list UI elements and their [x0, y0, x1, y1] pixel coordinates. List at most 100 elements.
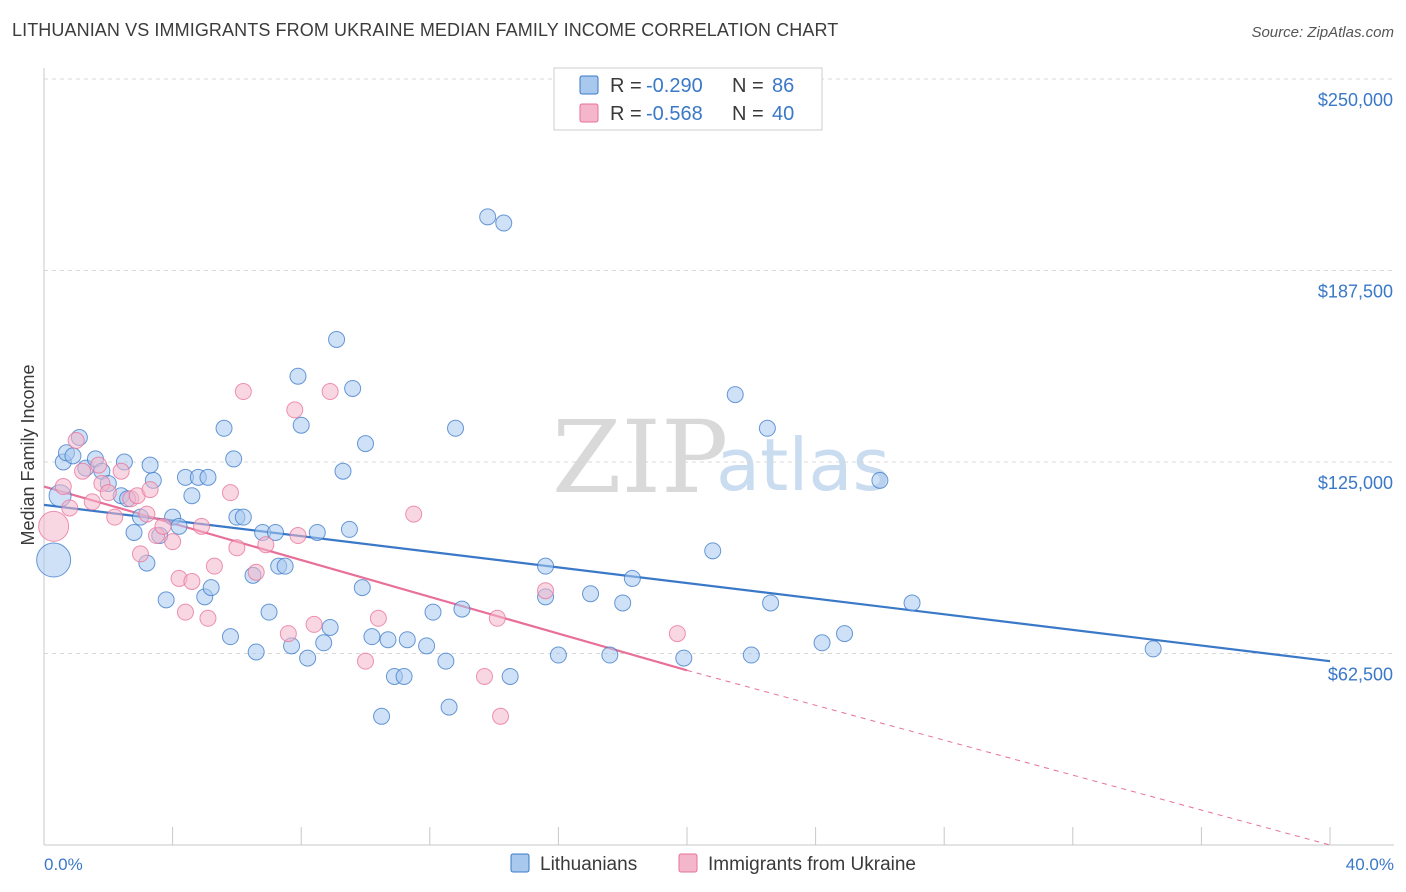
- ukraine-point: [74, 462, 92, 480]
- lithuanian-point: [215, 419, 233, 437]
- lithuanian-point: [704, 542, 722, 560]
- lithuanian-point: [340, 520, 358, 538]
- lithuanian-point: [453, 600, 471, 618]
- trend-line-ukraine-extension: [686, 669, 1331, 846]
- lithuanian-point: [299, 649, 317, 667]
- ukraine-point: [305, 615, 323, 633]
- ukraine-point: [286, 401, 304, 419]
- lithuanian-point: [170, 517, 188, 535]
- legend-r-value-lithuanians: -0.290: [646, 75, 703, 97]
- ukraine-point: [164, 533, 182, 551]
- x-tick-label-min: 0.0%: [44, 855, 83, 874]
- stats-legend: R = -0.290 N = 86 R = -0.568 N = 40: [553, 67, 823, 131]
- ukraine-point: [668, 625, 686, 643]
- legend-n-value-lithuanians: 86: [772, 75, 794, 97]
- lithuanian-point: [308, 523, 326, 541]
- lithuanian-point: [328, 330, 346, 348]
- legend-r-label: R =: [610, 103, 642, 125]
- lithuanian-point: [537, 557, 555, 575]
- lithuanian-point: [266, 523, 284, 541]
- lithuanian-point: [582, 585, 600, 603]
- y-tick-labels: $62,500 $125,000 $187,500 $250,000: [1318, 90, 1393, 685]
- ukraine-point: [176, 603, 194, 621]
- lithuanian-point: [813, 634, 831, 652]
- bottom-legend-swatch-ukraine: [678, 853, 698, 873]
- ukraine-point: [205, 557, 223, 575]
- ukraine-point: [321, 383, 339, 401]
- data-points: [36, 208, 1162, 725]
- lithuanian-point: [260, 603, 278, 621]
- lithuanian-point: [836, 625, 854, 643]
- lithuanian-point: [292, 416, 310, 434]
- watermark-atlas: atlas: [716, 423, 890, 507]
- lithuanian-point: [440, 698, 458, 716]
- lithuanian-point: [495, 214, 513, 232]
- y-tick-label: $125,000: [1318, 473, 1393, 493]
- watermark-zip: ZIP: [552, 399, 728, 516]
- ukraine-point: [228, 539, 246, 557]
- lithuanian-point: [418, 637, 436, 655]
- lithuanian-point: [363, 628, 381, 646]
- legend-n-label: N =: [732, 103, 764, 125]
- lithuanian-point: [726, 386, 744, 404]
- gridlines: [44, 78, 1394, 654]
- lithuanian-point: [221, 628, 239, 646]
- ukraine-point: [106, 508, 124, 526]
- ukraine-point: [257, 536, 275, 554]
- lithuanian-point: [742, 646, 760, 664]
- ukraine-point: [141, 481, 159, 499]
- legend-r-label: R =: [610, 75, 642, 97]
- lithuanian-point: [675, 649, 693, 667]
- lithuanian-point: [344, 379, 362, 397]
- ukraine-point: [289, 527, 307, 545]
- bottom-legend-ukraine: Immigrants from Ukraine: [708, 854, 916, 875]
- y-axis-label: Median Family Income: [18, 364, 38, 545]
- chart-title: LITHUANIAN VS IMMIGRANTS FROM UKRAINE ME…: [12, 20, 839, 40]
- lithuanian-point: [601, 646, 619, 664]
- ukraine-point: [154, 517, 172, 535]
- lithuanian-point: [199, 468, 217, 486]
- lithuanian-point: [871, 471, 889, 489]
- ukraine-point: [112, 462, 130, 480]
- ukraine-point: [488, 609, 506, 627]
- ukraine-point: [131, 545, 149, 563]
- lithuanian-point: [623, 569, 641, 587]
- lithuanian-point: [321, 618, 339, 636]
- lithuanian-point: [125, 523, 143, 541]
- ukraine-point: [193, 517, 211, 535]
- y-tick-label: $250,000: [1318, 90, 1393, 110]
- y-tick-label: $62,500: [1328, 665, 1393, 685]
- ukraine-point: [369, 609, 387, 627]
- ukraine-point: [279, 625, 297, 643]
- lithuanian-point: [315, 634, 333, 652]
- ukraine-point: [405, 505, 423, 523]
- lithuanian-point: [424, 603, 442, 621]
- legend-n-value-ukraine: 40: [772, 103, 794, 125]
- legend-swatch-lithuanians: [579, 75, 599, 95]
- lithuanian-point: [447, 419, 465, 437]
- ukraine-point: [537, 582, 555, 600]
- stats-legend-box: [553, 67, 823, 131]
- lithuanian-point: [225, 450, 243, 468]
- lithuanian-point: [247, 643, 265, 661]
- lithuanian-point: [183, 487, 201, 505]
- lithuanian-point: [614, 594, 632, 612]
- ukraine-point: [199, 609, 217, 627]
- ukraine-point: [83, 493, 101, 511]
- ukraine-point: [99, 484, 117, 502]
- ukraine-point: [357, 652, 374, 670]
- ukraine-point: [234, 383, 252, 401]
- lithuanian-point: [353, 579, 371, 597]
- lithuanian-point: [357, 435, 374, 453]
- lithuanian-point: [549, 646, 567, 664]
- legend-swatch-ukraine: [579, 103, 599, 123]
- lithuanian-point: [157, 591, 175, 609]
- lithuanian-point: [903, 594, 921, 612]
- legend-r-value-ukraine: -0.568: [646, 103, 703, 125]
- ukraine-point: [492, 707, 510, 725]
- lithuanian-point: [234, 508, 252, 526]
- ukraine-point: [183, 572, 201, 590]
- lithuanian-point: [276, 557, 294, 575]
- lithuanian-point: [395, 667, 413, 685]
- ukraine-point: [61, 499, 79, 517]
